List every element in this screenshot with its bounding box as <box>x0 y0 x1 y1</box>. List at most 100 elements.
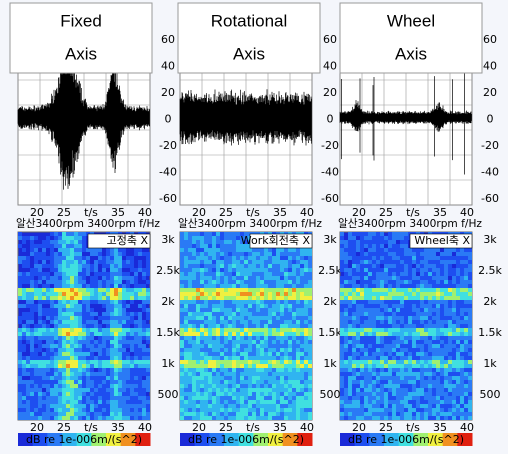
spectrogram-cell <box>188 312 192 316</box>
spectrogram-cell <box>26 288 30 292</box>
spectrogram-cell <box>58 260 62 264</box>
spectrogram-cell <box>188 308 192 312</box>
spectrogram-cell <box>348 288 352 292</box>
spectrogram-cell <box>180 276 184 280</box>
spectrogram-cell <box>424 376 428 380</box>
spectrogram-cell <box>34 388 38 392</box>
spectrogram-cell <box>384 384 388 388</box>
spectrogram-cell <box>142 284 146 288</box>
spectrogram-cell <box>114 396 118 400</box>
spectrogram-cell <box>352 372 356 376</box>
spectrogram-cell <box>134 312 138 316</box>
spectrogram-cell <box>130 408 134 412</box>
spectrogram-cell <box>276 396 280 400</box>
spectrogram-cell <box>78 288 82 292</box>
spectrogram-cell <box>468 280 472 284</box>
spectrogram-cell <box>122 324 126 328</box>
spectrogram-cell <box>344 416 348 420</box>
spectrogram-cell <box>344 292 348 296</box>
spectrogram-cell <box>252 388 256 392</box>
spectrogram-cell <box>220 376 224 380</box>
spectrogram-cell <box>464 320 468 324</box>
spectrogram-cell <box>106 360 110 364</box>
spectrogram-cell <box>452 248 456 252</box>
spectrogram-cell <box>268 328 272 332</box>
spectrogram-cell <box>388 276 392 280</box>
spectrogram-cell <box>82 412 86 416</box>
spectrogram-cell <box>50 380 54 384</box>
spectrogram-cell <box>54 292 58 296</box>
spectrogram-cell <box>420 372 424 376</box>
spectrogram-cell <box>50 404 54 408</box>
spectrogram-cell <box>224 296 228 300</box>
spectrogram-cell <box>90 292 94 296</box>
spectrogram-cell <box>400 280 404 284</box>
spectrogram-cell <box>110 344 114 348</box>
spectrogram-cell <box>272 364 276 368</box>
spectrogram-cell <box>126 384 130 388</box>
spectrogram-cell <box>352 348 356 352</box>
spectrogram-cell <box>424 280 428 284</box>
spectrogram-cell <box>360 368 364 372</box>
spectrogram-cell <box>392 360 396 364</box>
spectrogram-cell <box>432 264 436 268</box>
spectrogram-cell <box>356 304 360 308</box>
spectrogram-cell <box>304 276 308 280</box>
spectrogram-cell <box>352 252 356 256</box>
spectrogram-cell <box>392 316 396 320</box>
spectrogram-cell <box>54 368 58 372</box>
spectrogram-cell <box>220 372 224 376</box>
spectrogram-cell <box>444 324 448 328</box>
spectrogram-cell <box>416 384 420 388</box>
spectrogram-cell <box>408 260 412 264</box>
spectrogram-cell <box>134 352 138 356</box>
spectrogram-cell <box>416 352 420 356</box>
spectrogram-cell <box>200 368 204 372</box>
spectrogram-cell <box>272 408 276 412</box>
spectrogram-cell <box>452 336 456 340</box>
spectrogram-cell <box>288 292 292 296</box>
spectrogram-cell <box>396 248 400 252</box>
spectrogram-cell <box>416 312 420 316</box>
spectrogram-cell <box>188 384 192 388</box>
spectrogram-cell <box>296 340 300 344</box>
spectrogram-cell <box>276 372 280 376</box>
spectrogram-cell <box>368 296 372 300</box>
spectrogram-cell <box>384 380 388 384</box>
spectrogram-cell <box>240 328 244 332</box>
spectrogram-cell <box>376 248 380 252</box>
spectrogram-cell <box>196 308 200 312</box>
spectrogram-cell <box>196 288 200 292</box>
spectrogram-cell <box>348 396 352 400</box>
spectrogram-cell <box>260 320 264 324</box>
spectrogram-cell <box>408 248 412 252</box>
spectrogram-cell <box>464 276 468 280</box>
spectrogram-cell <box>268 304 272 308</box>
spectrogram-cell <box>344 240 348 244</box>
spectrogram-cell <box>130 388 134 392</box>
spectrogram-cell <box>260 264 264 268</box>
spectrogram-cell <box>308 344 312 348</box>
spectrogram-cell <box>280 348 284 352</box>
spectrogram-cell <box>260 412 264 416</box>
spectrogram-cell <box>384 348 388 352</box>
spectrogram-cell <box>456 388 460 392</box>
spectrogram-cell <box>90 356 94 360</box>
spectrogram-cell <box>252 392 256 396</box>
spectrogram-cell <box>408 296 412 300</box>
spectrogram-cell <box>276 336 280 340</box>
spectrogram-cell <box>432 400 436 404</box>
spectrogram-cell <box>372 388 376 392</box>
spectrogram-cell <box>344 356 348 360</box>
spectrogram-cell <box>264 264 268 268</box>
spectrogram-cell <box>216 292 220 296</box>
spectrogram-cell <box>86 348 90 352</box>
spectrogram-cell <box>102 340 106 344</box>
spectrogram-cell <box>256 396 260 400</box>
spectrogram-cell <box>30 300 34 304</box>
spectrogram-cell <box>142 384 146 388</box>
spectrogram-cell <box>420 276 424 280</box>
spectrogram-cell <box>122 376 126 380</box>
spectrogram-cell <box>192 376 196 380</box>
spectrogram-cell <box>344 336 348 340</box>
